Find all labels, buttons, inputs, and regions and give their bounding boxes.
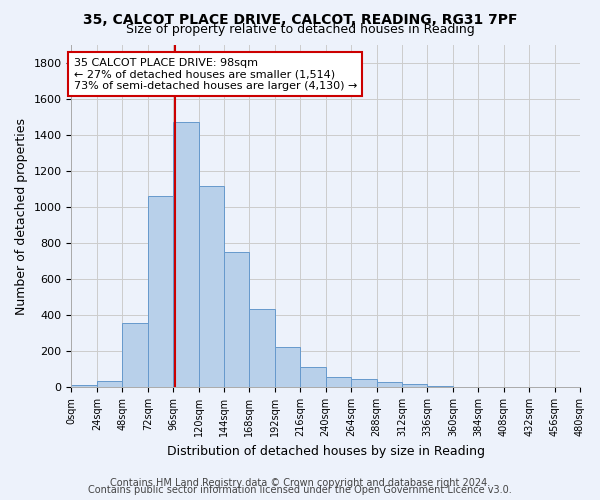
Bar bbox=[71, 386, 97, 387]
X-axis label: Distribution of detached houses by size in Reading: Distribution of detached houses by size … bbox=[167, 444, 485, 458]
Bar bbox=[122, 324, 148, 387]
Bar bbox=[300, 368, 326, 387]
Bar bbox=[402, 384, 427, 387]
Bar bbox=[97, 381, 122, 387]
Bar bbox=[351, 379, 377, 387]
Text: Size of property relative to detached houses in Reading: Size of property relative to detached ho… bbox=[125, 22, 475, 36]
Y-axis label: Number of detached properties: Number of detached properties bbox=[15, 118, 28, 314]
Bar bbox=[250, 309, 275, 387]
Bar bbox=[377, 382, 402, 387]
Text: Contains HM Land Registry data © Crown copyright and database right 2024.: Contains HM Land Registry data © Crown c… bbox=[110, 478, 490, 488]
Bar bbox=[224, 252, 250, 387]
Bar bbox=[199, 186, 224, 387]
Bar bbox=[275, 346, 300, 387]
Bar bbox=[173, 122, 199, 387]
Bar bbox=[453, 386, 478, 387]
Text: 35 CALCOT PLACE DRIVE: 98sqm
← 27% of detached houses are smaller (1,514)
73% of: 35 CALCOT PLACE DRIVE: 98sqm ← 27% of de… bbox=[74, 58, 357, 91]
Bar bbox=[427, 386, 453, 387]
Bar bbox=[326, 378, 351, 387]
Text: Contains public sector information licensed under the Open Government Licence v3: Contains public sector information licen… bbox=[88, 485, 512, 495]
Text: 35, CALCOT PLACE DRIVE, CALCOT, READING, RG31 7PF: 35, CALCOT PLACE DRIVE, CALCOT, READING,… bbox=[83, 12, 517, 26]
Bar bbox=[148, 196, 173, 387]
